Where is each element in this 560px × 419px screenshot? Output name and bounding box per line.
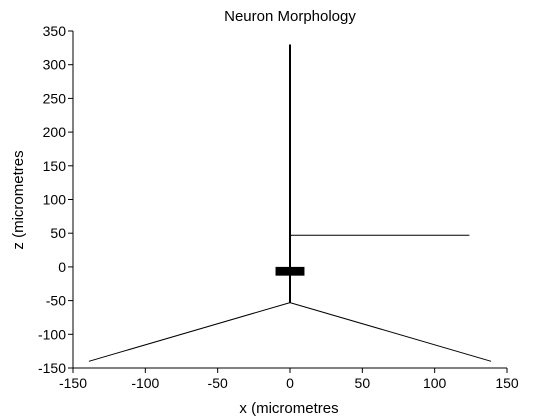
oblique-dendrite [290,234,470,236]
y-tick-label: 50 [50,225,66,241]
y-tick-label: 300 [43,57,67,73]
y-axis: -150 -100 -50 0 50 100 150 200 250 300 350 [38,23,74,376]
x-axis-label: x (micrometres [239,400,338,417]
y-axis-label: z (micrometres [10,150,27,249]
y-tick-label: 350 [43,23,67,39]
y-tick-label: 200 [43,124,67,140]
chart-title: Neuron Morphology [224,8,356,25]
x-tick-label: -100 [131,375,159,391]
y-tick-label: 150 [43,158,67,174]
soma [275,266,305,276]
x-tick-label: -150 [59,375,87,391]
y-tick-label: -100 [38,326,66,342]
x-tick-label: 0 [286,375,294,391]
x-tick-label: 100 [423,375,447,391]
y-tick-label: -150 [38,360,66,376]
y-tick-label: 100 [43,192,67,208]
x-tick-label: 150 [495,375,519,391]
y-tick-label: -50 [46,293,66,309]
basal-dendrite-left [88,302,291,362]
x-tick-label: 50 [355,375,371,391]
y-tick-label: 0 [58,259,66,275]
plot-area [88,44,492,362]
x-axis: -150 -100 -50 0 50 100 150 [59,367,519,391]
basal-dendrite-right [289,302,492,362]
y-tick-label: 250 [43,90,67,106]
x-tick-label: -50 [208,375,228,391]
